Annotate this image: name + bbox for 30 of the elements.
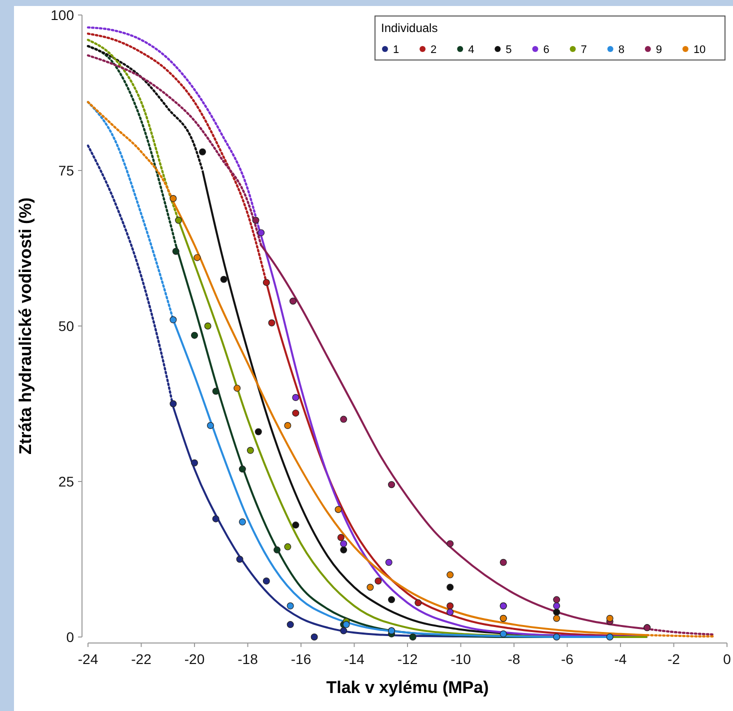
x-tick-label: -18 bbox=[238, 651, 258, 667]
legend-label: 5 bbox=[506, 44, 512, 56]
x-tick-label: -10 bbox=[450, 651, 472, 667]
legend-label: 10 bbox=[693, 44, 706, 56]
x-tick-label: -22 bbox=[131, 651, 152, 667]
legend-label: 7 bbox=[580, 44, 587, 56]
x-tick-label: -4 bbox=[614, 651, 627, 667]
y-tick-label: 0 bbox=[66, 629, 74, 645]
x-tick-label: -8 bbox=[508, 651, 520, 667]
x-tick-label: -12 bbox=[397, 651, 418, 667]
x-tick-label: -20 bbox=[184, 651, 205, 667]
legend-label: 4 bbox=[468, 44, 474, 56]
legend-title: Individuals bbox=[381, 21, 438, 35]
legend-label: 1 bbox=[393, 44, 400, 56]
x-tick-label: -16 bbox=[290, 651, 312, 667]
y-tick-label: 50 bbox=[58, 318, 74, 334]
legend-label: 6 bbox=[543, 44, 550, 56]
x-tick-label: 0 bbox=[723, 651, 732, 667]
x-axis-title: Tlak v xylému (MPa) bbox=[326, 678, 489, 697]
y-tick-label: 100 bbox=[50, 7, 74, 23]
legend-label: 8 bbox=[618, 44, 624, 56]
x-tick-label: -2 bbox=[668, 651, 680, 667]
legend-label: 2 bbox=[430, 44, 437, 56]
y-axis-title: Ztráta hydraulické vodivosti (%) bbox=[16, 198, 35, 454]
y-tick-label: 75 bbox=[58, 162, 74, 178]
x-tick-label: -14 bbox=[344, 651, 365, 667]
x-tick-label: -6 bbox=[561, 651, 574, 667]
x-tick-label: -24 bbox=[78, 651, 98, 667]
y-tick-label: 25 bbox=[58, 474, 74, 490]
legend-label: 9 bbox=[656, 44, 662, 56]
